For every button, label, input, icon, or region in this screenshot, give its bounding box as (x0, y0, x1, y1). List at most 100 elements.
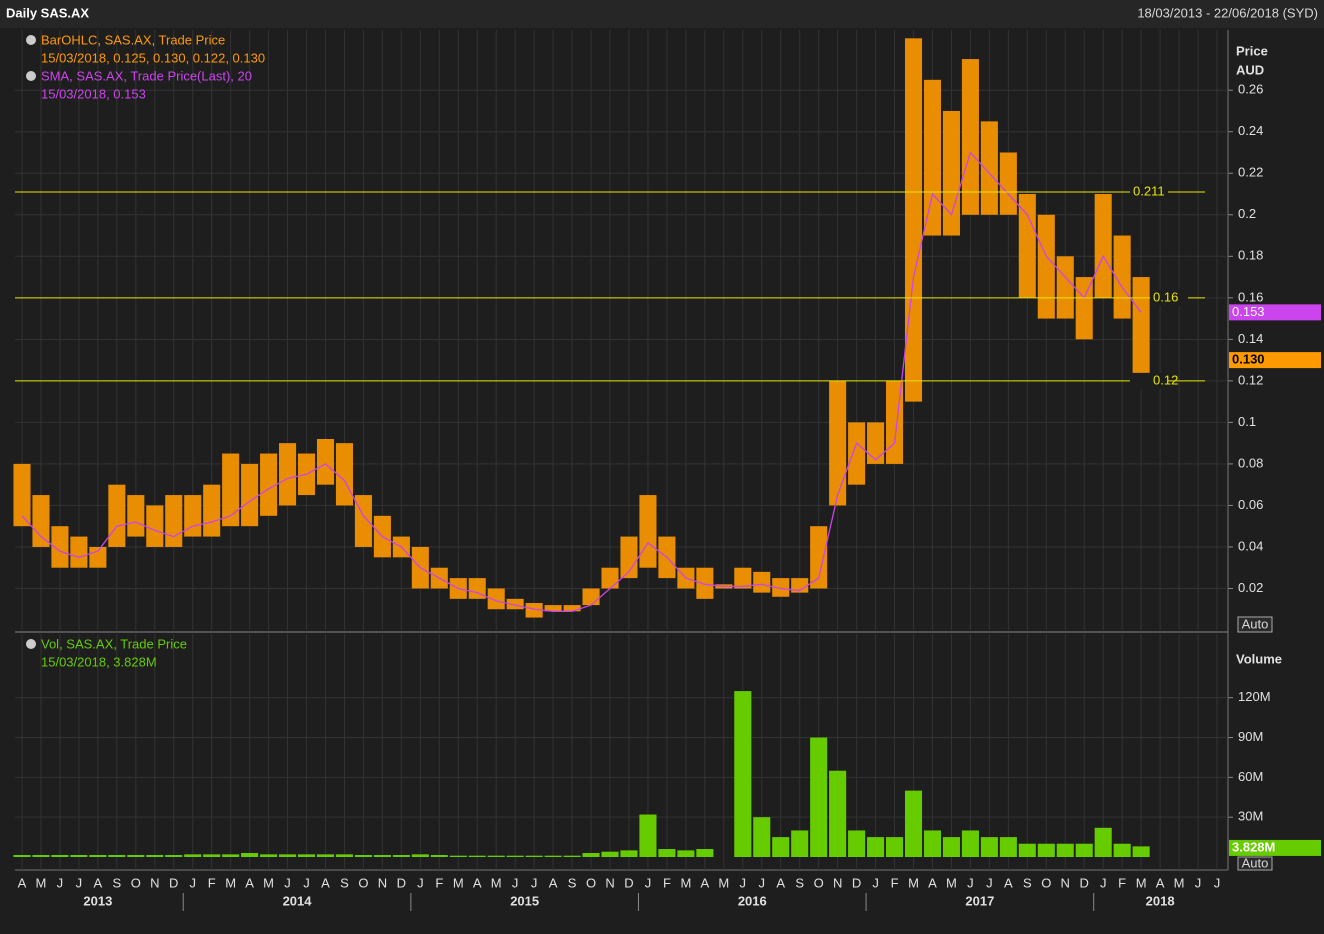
y-axis-title: Price (1236, 43, 1268, 58)
price-range-bar (279, 443, 297, 506)
price-range-bar (108, 484, 126, 547)
price-range-bar (544, 605, 562, 612)
price-range-bar (1132, 277, 1150, 381)
price-range-bar (753, 571, 771, 593)
price-range-bar (563, 605, 581, 612)
y-tick-label: 0.14 (1238, 331, 1263, 346)
x-tick-label: O (586, 875, 596, 890)
x-tick-label: J (57, 875, 64, 890)
price-range-bar (942, 110, 960, 236)
legend-icon (26, 639, 36, 649)
price-range-bar (639, 495, 657, 568)
price-range-bar (791, 578, 809, 593)
volume-bar (696, 849, 714, 857)
volume-bar (1094, 827, 1112, 857)
volume-bar (468, 855, 486, 857)
volume-bar (279, 854, 297, 857)
x-tick-label: S (113, 875, 122, 890)
price-range-bar (1018, 194, 1036, 298)
x-tick-label: M (36, 875, 47, 890)
price-range-bar (923, 79, 942, 236)
y-tick-label: 30M (1238, 809, 1263, 824)
volume-bar (999, 837, 1017, 857)
volume-bar (297, 854, 316, 857)
legend-value: 15/03/2018, 3.828M (41, 654, 157, 669)
volume-bar (1018, 843, 1036, 857)
price-range-bar (829, 380, 847, 506)
volume-bar (184, 854, 202, 857)
x-tick-label: A (473, 875, 482, 890)
legend-entry: SMA, SAS.AX, Trade Price(Last), 20 (41, 68, 252, 83)
auto-button[interactable] (1237, 856, 1273, 871)
last-value-label: 3.828M (1232, 839, 1275, 854)
price-range-bar (335, 443, 353, 506)
price-range-bar (260, 453, 278, 516)
volume-bar (563, 855, 581, 857)
y-tick-label: 120M (1238, 689, 1271, 704)
price-range-bar (772, 578, 790, 597)
x-tick-label: N (1061, 875, 1070, 890)
y-tick-label: 60M (1238, 769, 1263, 784)
volume-bar (89, 855, 107, 857)
x-tick-label: A (245, 875, 254, 890)
auto-button[interactable] (1237, 616, 1273, 633)
chart-title: Daily SAS.AX (6, 5, 89, 20)
x-tick-label: J (531, 875, 538, 890)
x-tick-label: N (150, 875, 159, 890)
x-tick-label: M (1136, 875, 1147, 890)
x-tick-label: A (549, 875, 558, 890)
y-tick-label: 0.02 (1238, 580, 1263, 595)
year-label: 2016 (738, 893, 767, 908)
volume-bar (639, 814, 657, 857)
volume-axis-title: Volume (1236, 651, 1282, 666)
x-tick-label: F (663, 875, 671, 890)
x-tick-label: J (189, 875, 196, 890)
price-range-bar (1075, 277, 1093, 340)
y-tick-label: 0.16 (1238, 289, 1263, 304)
price-range-bar (506, 598, 524, 610)
volume-bar (658, 849, 676, 857)
price-range-bar (70, 536, 88, 568)
reference-label-bg (1130, 183, 1168, 200)
x-tick-label: A (776, 875, 785, 890)
x-tick-label: A (94, 875, 103, 890)
volume-bar (601, 851, 619, 857)
x-tick-label: N (605, 875, 614, 890)
x-tick-label: D (1080, 875, 1089, 890)
price-range-bar (848, 422, 866, 485)
x-tick-label: J (303, 875, 310, 890)
x-tick-label: J (284, 875, 291, 890)
volume-bar (203, 854, 221, 857)
volume-bar (525, 855, 543, 857)
legend-icon (26, 35, 36, 45)
volume-bar (980, 837, 998, 857)
y-tick-label: 0.06 (1238, 497, 1263, 512)
x-tick-label: J (967, 875, 974, 890)
volume-bar (487, 855, 505, 857)
x-tick-label: M (680, 875, 691, 890)
volume-bar (32, 855, 50, 857)
price-range-bar (241, 463, 259, 527)
x-tick-label: O (131, 875, 141, 890)
last-value-label: 0.130 (1232, 352, 1265, 367)
x-tick-label: M (453, 875, 464, 890)
last-value-box (1229, 352, 1321, 369)
x-tick-label: J (512, 875, 519, 890)
price-range-bar (13, 463, 31, 527)
price-range-bar (316, 438, 335, 485)
volume-bar (886, 837, 904, 857)
year-label: 2014 (283, 893, 313, 908)
x-tick-label: A (701, 875, 710, 890)
x-tick-label: A (928, 875, 937, 890)
auto-button-label[interactable]: Auto (1242, 616, 1269, 631)
price-range-bar (734, 567, 752, 589)
volume-bar (506, 855, 524, 857)
x-tick-label: D (169, 875, 178, 890)
volume-bar (753, 817, 771, 857)
x-tick-label: N (378, 875, 387, 890)
auto-button-label[interactable]: Auto (1242, 855, 1269, 870)
x-tick-label: F (1118, 875, 1126, 890)
x-tick-label: F (435, 875, 443, 890)
price-range-bar (468, 578, 486, 599)
x-tick-label: J (1100, 875, 1107, 890)
